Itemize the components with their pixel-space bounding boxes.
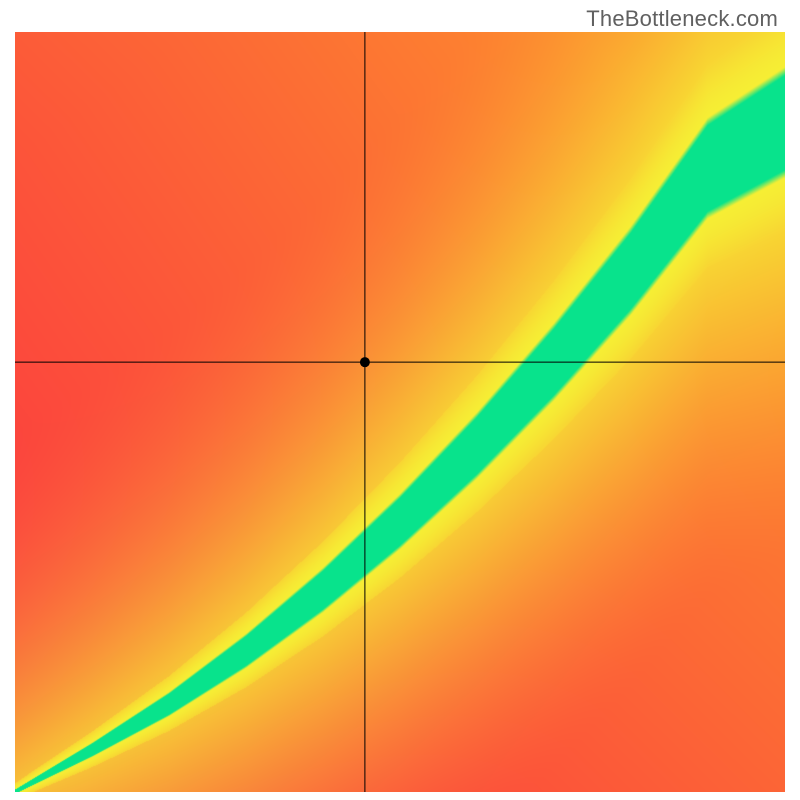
bottleneck-heatmap [15, 32, 785, 792]
watermark-text: TheBottleneck.com [586, 6, 778, 32]
crosshair-point [360, 357, 370, 367]
heatmap-overlay [15, 32, 785, 792]
